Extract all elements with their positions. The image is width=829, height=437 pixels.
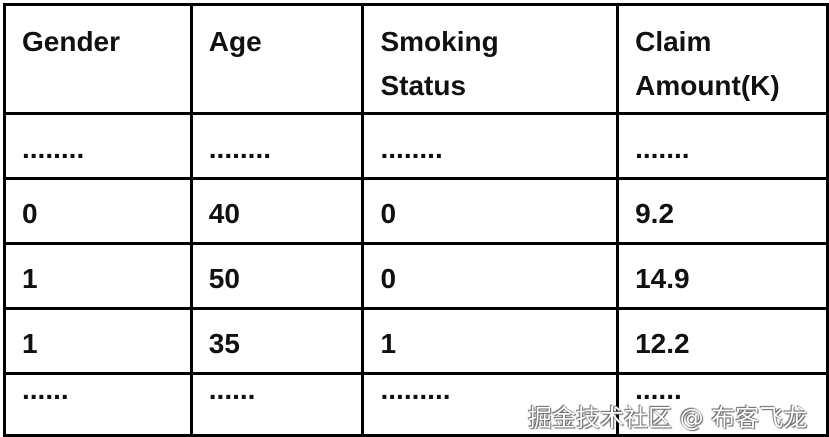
- cell: 1: [361, 307, 620, 375]
- header-text: Gender: [22, 26, 121, 57]
- cell: .........: [361, 372, 620, 437]
- cell: 1: [3, 307, 193, 375]
- header-row: Gender Age Smoking Status Claim Amount(K): [3, 3, 829, 115]
- header-gender: Gender: [3, 3, 193, 115]
- cell: ......: [3, 372, 193, 437]
- cell: ........: [3, 112, 193, 180]
- cell: ........: [361, 112, 620, 180]
- table-row: 0 40 0 9.2: [3, 177, 829, 245]
- header-age: Age: [189, 3, 365, 115]
- cell: .......: [616, 112, 829, 180]
- cell: 0: [361, 242, 620, 310]
- header-text: Smoking: [380, 26, 499, 57]
- table-row: 1 50 0 14.9: [3, 242, 829, 310]
- header-smoking-status: Smoking Status: [361, 3, 620, 115]
- table-row: 1 35 1 12.2: [3, 307, 829, 375]
- cell: 40: [189, 177, 365, 245]
- cell: ......: [189, 372, 365, 437]
- cell: 9.2: [616, 177, 829, 245]
- header-text: Amount(K): [635, 70, 780, 101]
- header-text: Status: [380, 70, 467, 101]
- cell: ........: [189, 112, 365, 180]
- cell: 14.9: [616, 242, 829, 310]
- cell: 1: [3, 242, 193, 310]
- cell: 0: [3, 177, 193, 245]
- cell: 0: [361, 177, 620, 245]
- table-row: ........ ........ ........ .......: [3, 112, 829, 180]
- cell: 12.2: [616, 307, 829, 375]
- header-text: Claim: [635, 26, 712, 57]
- cell: 50: [189, 242, 365, 310]
- header-text: Age: [208, 26, 262, 57]
- watermark: 掘金技术社区 @ 布客飞龙: [528, 404, 808, 432]
- cell: 35: [189, 307, 365, 375]
- header-claim-amount: Claim Amount(K): [616, 3, 829, 115]
- data-table: Gender Age Smoking Status Claim Amount(K) …: [3, 3, 829, 437]
